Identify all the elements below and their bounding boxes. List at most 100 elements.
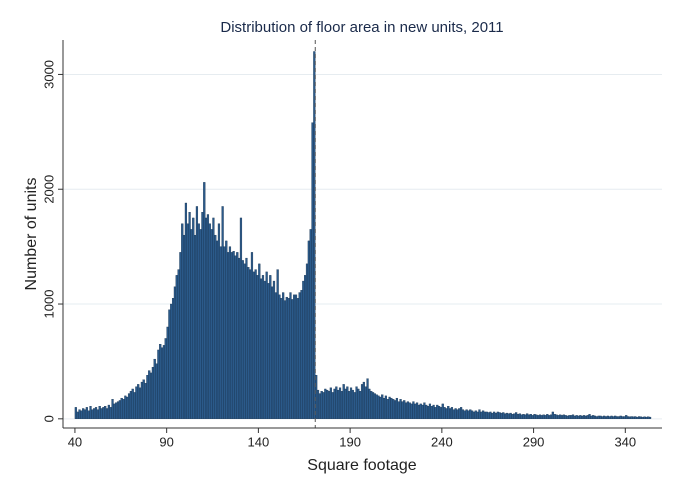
bar (228, 246, 232, 419)
bar (324, 388, 327, 419)
bar (296, 298, 299, 419)
y-tick-label: 0 (41, 415, 56, 422)
bar (96, 409, 99, 419)
bar (236, 252, 239, 419)
bar (239, 217, 243, 419)
bar (482, 410, 485, 419)
bar (272, 280, 276, 419)
bar (116, 401, 120, 419)
bar (410, 403, 413, 419)
bar (428, 403, 432, 419)
bar (181, 223, 184, 419)
x-tick-label: 290 (523, 434, 545, 449)
bar (496, 411, 499, 419)
bar (425, 404, 428, 419)
bar (568, 415, 571, 419)
bar (138, 387, 142, 419)
bar (636, 416, 639, 419)
bar (360, 384, 364, 419)
bar (489, 411, 492, 419)
bar (171, 298, 175, 419)
bar (102, 407, 105, 419)
bar (562, 414, 565, 419)
bar (515, 412, 518, 419)
bar (540, 415, 543, 419)
bar (529, 414, 532, 419)
bar (166, 326, 169, 419)
bar (129, 391, 132, 419)
bar (452, 409, 455, 419)
bar (426, 406, 430, 419)
x-tick-label: 190 (339, 434, 361, 449)
bar (238, 257, 241, 419)
bar (337, 389, 340, 419)
chart-title: Distribution of floor area in new units,… (220, 19, 503, 36)
bar (647, 416, 650, 419)
bar (98, 406, 101, 419)
bar (357, 388, 360, 419)
bar (368, 388, 371, 419)
bar (94, 407, 98, 419)
bar (276, 269, 279, 419)
bar (392, 399, 395, 419)
bar (384, 395, 387, 419)
bar (83, 409, 87, 419)
bar (584, 415, 587, 419)
bar (597, 415, 600, 419)
bar (603, 415, 606, 419)
bar (353, 392, 356, 419)
bar (331, 392, 334, 419)
bar (463, 410, 466, 419)
bar (375, 394, 378, 419)
bar (149, 372, 153, 419)
bar (225, 240, 228, 419)
bar (478, 409, 481, 419)
bar (205, 217, 208, 419)
bar (346, 386, 349, 419)
bar (104, 406, 107, 419)
bar (230, 252, 233, 419)
bar (173, 286, 177, 419)
y-tick-label: 1000 (41, 290, 56, 319)
bar (404, 402, 408, 419)
bar (263, 280, 266, 419)
bar (184, 202, 188, 419)
bar (76, 411, 79, 419)
bar (564, 415, 567, 419)
bar (430, 406, 433, 419)
bar (260, 278, 263, 419)
bar (581, 415, 584, 419)
bar (87, 410, 90, 419)
bar (80, 410, 83, 419)
bar (472, 411, 476, 419)
bar (109, 407, 112, 419)
bar (146, 375, 149, 419)
bar (340, 391, 343, 419)
bar (267, 283, 270, 419)
bar (415, 402, 419, 419)
bar (592, 415, 595, 419)
bar (412, 401, 415, 419)
bar (162, 345, 165, 419)
bar (443, 407, 446, 419)
bar (406, 401, 409, 419)
bar (107, 404, 110, 419)
bar (219, 246, 222, 419)
bar (593, 415, 597, 419)
bar (401, 401, 404, 419)
x-tick-label: 240 (431, 434, 453, 449)
bar (126, 396, 129, 419)
bar (269, 275, 272, 419)
bar (557, 415, 560, 419)
bar (100, 408, 103, 419)
bar (645, 416, 648, 419)
bar (399, 399, 402, 419)
bar (417, 404, 421, 419)
bar (371, 392, 375, 419)
bar (381, 394, 384, 419)
bar (364, 386, 367, 419)
bar (258, 263, 261, 419)
bar (278, 294, 281, 419)
bar (223, 246, 226, 419)
bar (148, 370, 151, 419)
